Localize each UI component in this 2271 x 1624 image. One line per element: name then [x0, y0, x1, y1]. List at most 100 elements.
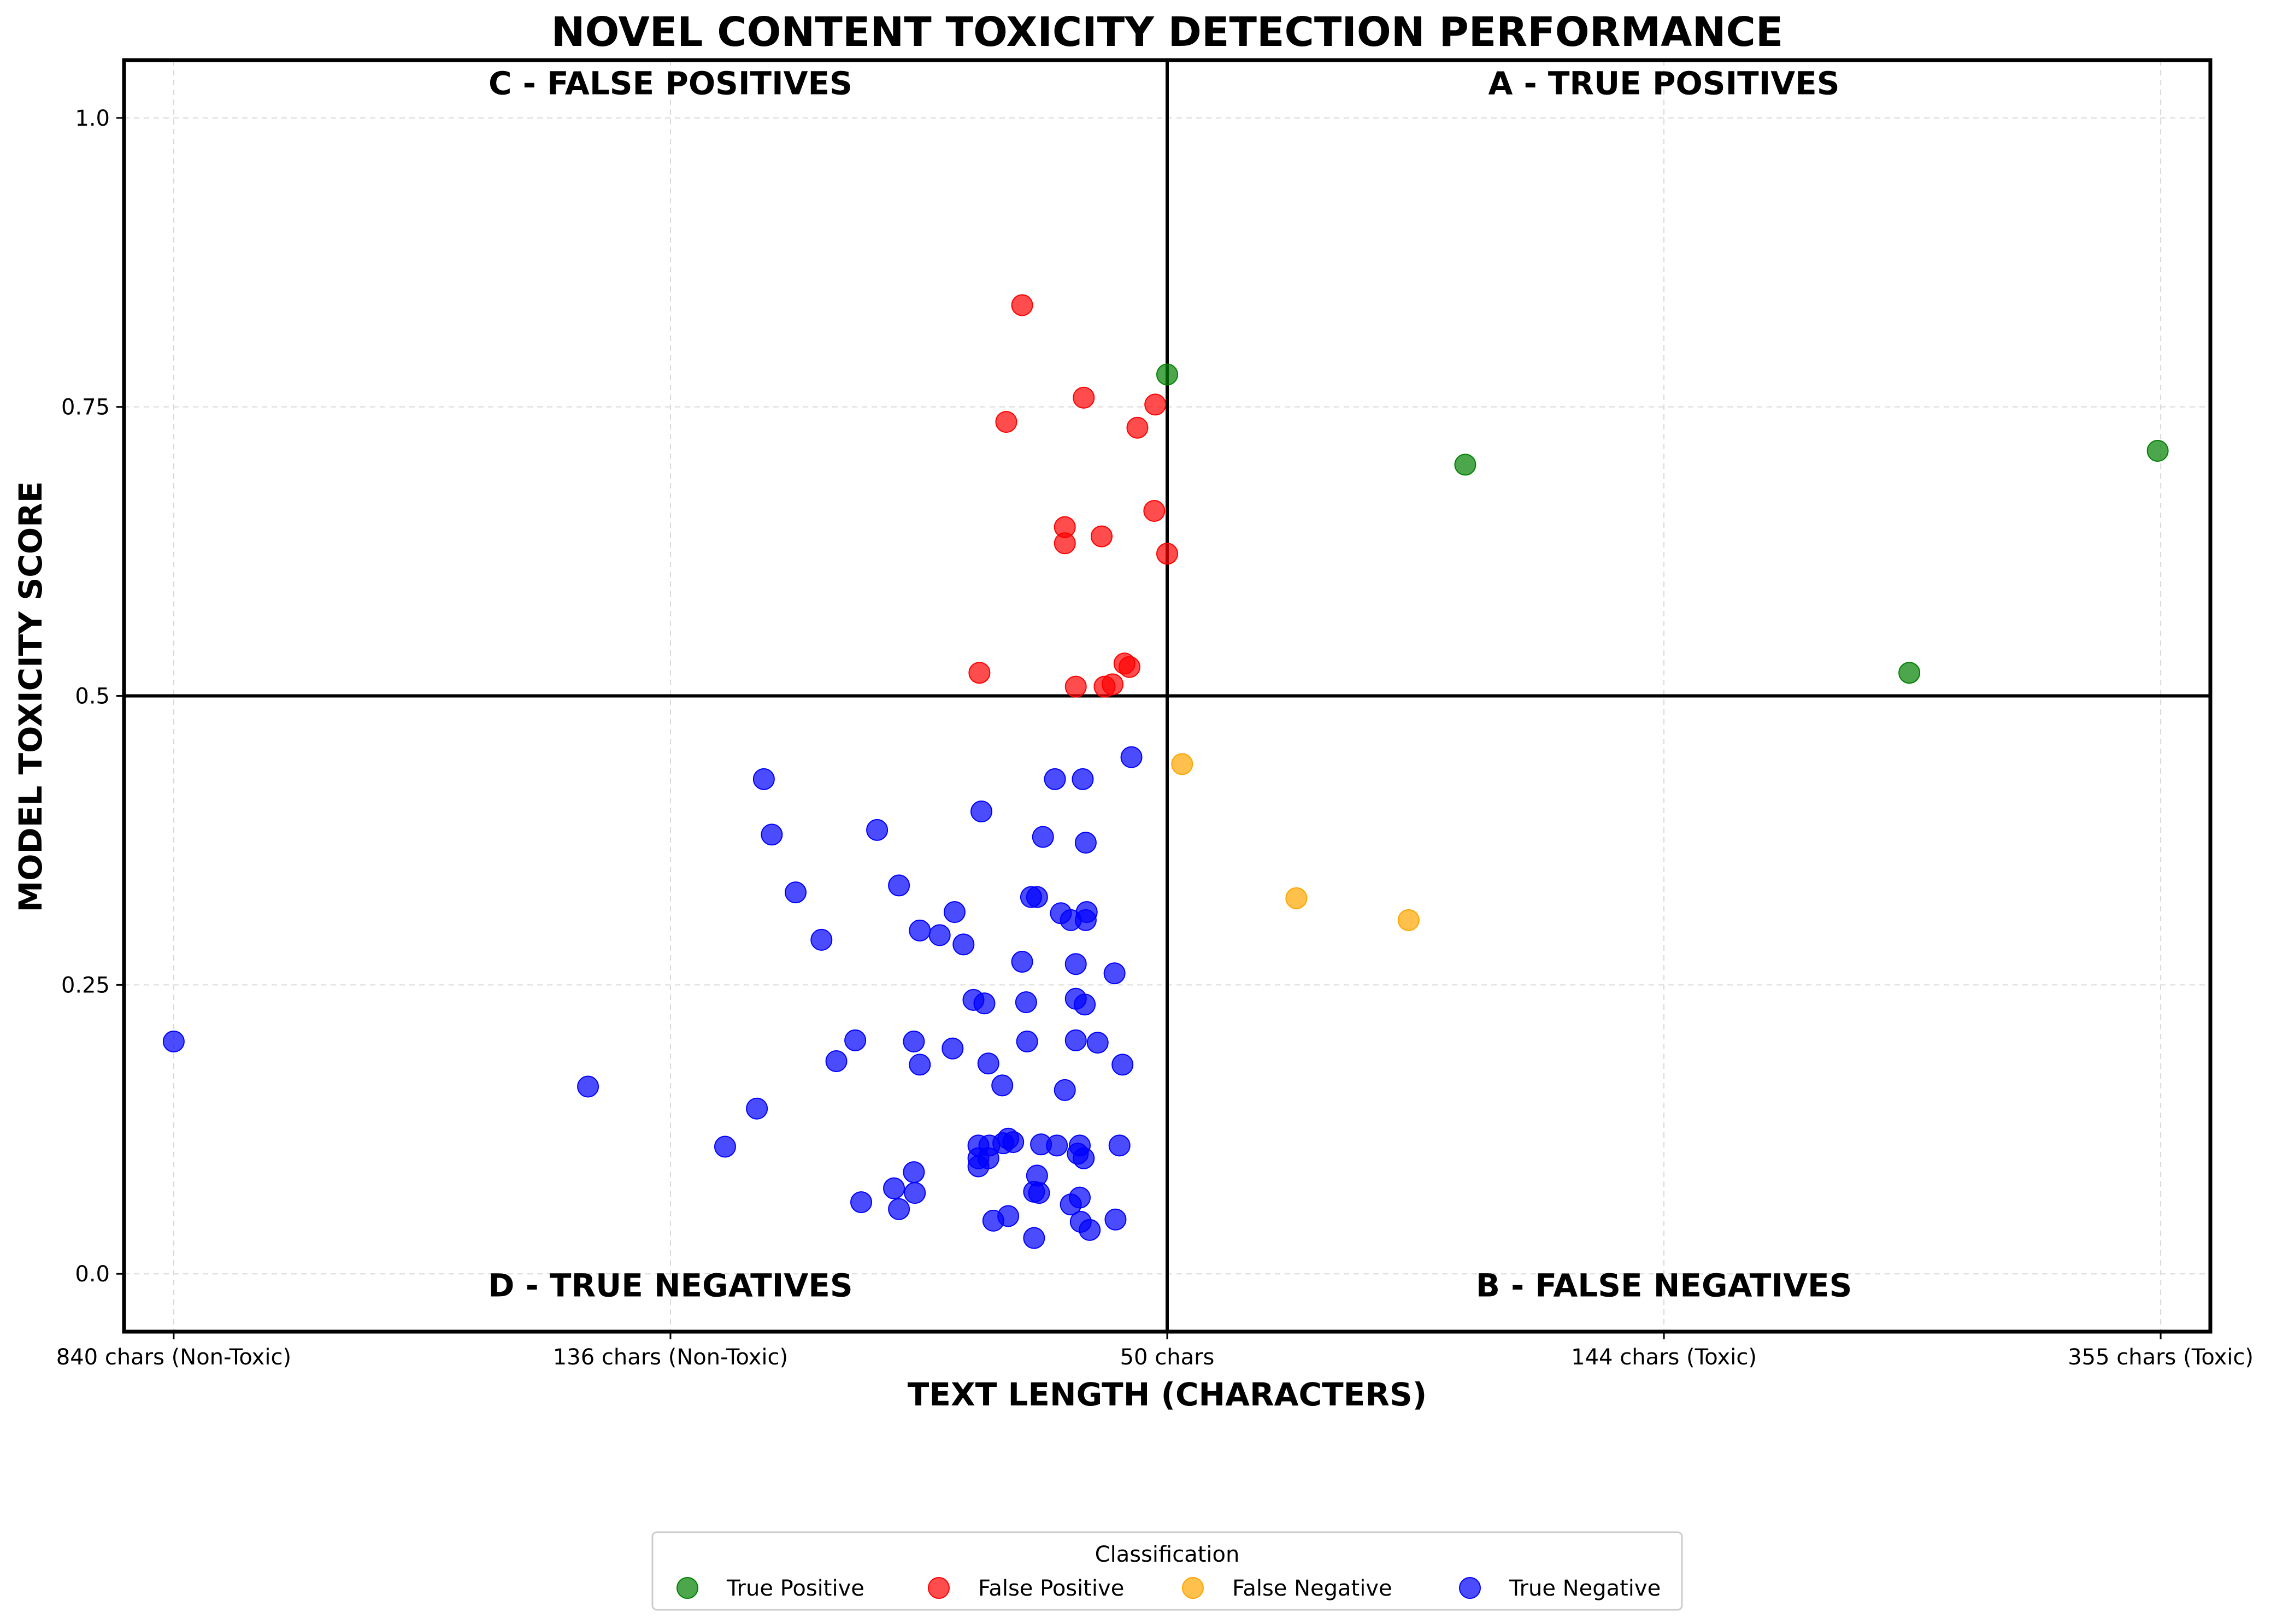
data-point-true-negative	[903, 1161, 925, 1184]
data-point-true-negative	[952, 933, 975, 956]
quadrant-label-c-false-positives: C - FALSE POSITIVES	[489, 64, 852, 102]
data-point-true-negative	[1023, 1227, 1045, 1249]
data-point-false-positive	[1144, 393, 1167, 416]
axis-ticks: 840 chars (Non-Toxic) 136 chars (Non-Toxi…	[56, 106, 2254, 1370]
data-point-true-negative	[1028, 1182, 1050, 1204]
legend-title: Classification	[1095, 1542, 1240, 1567]
y-tick-label: 0.5	[75, 684, 110, 709]
data-point-true-negative	[1064, 953, 1087, 975]
data-point-true-negative	[1073, 1147, 1095, 1169]
quadrant-label-b-false-negatives: B - FALSE NEGATIVES	[1476, 1267, 1852, 1304]
data-point-true-negative	[714, 1135, 736, 1158]
data-point-true-positive	[1898, 662, 1921, 684]
data-point-false-positive	[1113, 652, 1136, 675]
quadrant-label-d-true-negatives: D - TRUE NEGATIVES	[488, 1267, 852, 1304]
legend: Classification True Positive False Positi…	[651, 1531, 1683, 1611]
data-point-false-positive	[1102, 673, 1124, 696]
data-point-true-positive	[1156, 363, 1178, 386]
legend-marker-true-negative	[1459, 1577, 1481, 1599]
data-point-true-negative	[1054, 1079, 1076, 1101]
data-point-false-positive	[1073, 386, 1095, 409]
x-tick-label: 144 chars (Toxic)	[1571, 1345, 1757, 1370]
data-point-true-negative	[1074, 909, 1097, 931]
legend-label-true-negative: True Negative	[1509, 1576, 1661, 1601]
data-point-true-negative	[991, 1074, 1014, 1097]
data-point-true-negative	[577, 1075, 599, 1098]
data-point-true-negative	[844, 1029, 867, 1051]
data-point-true-negative	[883, 1177, 905, 1199]
data-point-false-positive	[995, 411, 1017, 433]
data-point-true-negative	[967, 1155, 990, 1178]
x-axis-label: TEXT LENGTH (CHARACTERS)	[908, 1376, 1427, 1413]
series-false-negative	[1171, 753, 1420, 931]
series-false-positive	[968, 294, 1178, 698]
data-point-false-positive	[1126, 416, 1149, 439]
data-point-true-negative	[1016, 1031, 1038, 1053]
data-point-true-negative	[1103, 962, 1126, 985]
data-point-false-positive	[1143, 500, 1166, 522]
data-point-true-negative	[850, 1191, 873, 1214]
data-point-true-negative	[888, 874, 910, 897]
data-point-true-positive	[1454, 454, 1476, 476]
data-point-true-negative	[943, 901, 966, 923]
data-point-true-negative	[909, 919, 931, 942]
data-point-true-positive	[2146, 440, 2169, 462]
data-point-true-negative	[1032, 826, 1054, 848]
x-tick-label: 136 chars (Non-Toxic)	[553, 1345, 788, 1370]
data-point-false-positive	[1011, 294, 1033, 316]
data-points	[162, 294, 2169, 1249]
data-point-true-negative	[1108, 1134, 1131, 1157]
x-tick-label: 840 chars (Non-Toxic)	[56, 1345, 291, 1370]
y-tick-label: 1.0	[75, 106, 110, 131]
data-point-true-negative	[810, 928, 833, 951]
data-point-true-negative	[1079, 1219, 1101, 1241]
data-point-true-negative	[1072, 768, 1094, 790]
data-point-false-negative	[1171, 753, 1193, 775]
data-point-true-negative	[1011, 951, 1033, 973]
data-point-true-negative	[1074, 993, 1096, 1016]
data-point-false-positive	[1091, 525, 1113, 548]
series-true-positive	[1156, 363, 2169, 684]
data-point-true-negative	[942, 1037, 964, 1060]
legend-marker-false-positive	[928, 1577, 950, 1599]
data-point-false-positive	[1054, 532, 1076, 555]
data-point-true-negative	[1015, 991, 1037, 1014]
data-point-true-negative	[973, 992, 996, 1015]
data-point-false-positive	[1156, 543, 1178, 565]
data-point-true-negative	[752, 768, 775, 790]
data-point-true-negative	[928, 924, 951, 946]
legend-label-false-positive: False Positive	[978, 1576, 1124, 1601]
y-tick-label: 0.75	[61, 395, 110, 420]
data-point-false-positive	[1064, 675, 1087, 698]
data-point-true-negative	[1111, 1054, 1134, 1076]
data-point-true-negative	[888, 1198, 910, 1220]
data-point-true-negative	[1086, 1032, 1109, 1054]
x-tick-label: 50 chars	[1120, 1345, 1215, 1370]
data-point-true-negative	[1120, 746, 1143, 768]
data-point-false-negative	[1285, 887, 1308, 909]
chart-title: NOVEL CONTENT TOXICITY DETECTION PERFORM…	[551, 9, 1784, 56]
data-point-true-negative	[866, 819, 889, 841]
data-point-true-negative	[1046, 1134, 1068, 1157]
data-point-false-positive	[968, 662, 991, 684]
data-point-true-negative	[825, 1050, 848, 1072]
legend-label-true-positive: True Positive	[726, 1576, 864, 1601]
data-point-true-negative	[1060, 1193, 1082, 1216]
data-point-true-negative	[785, 881, 807, 904]
data-point-true-negative	[977, 1052, 999, 1075]
data-point-true-negative	[1064, 1029, 1087, 1051]
data-point-true-negative	[1104, 1208, 1127, 1231]
data-point-true-negative	[904, 1182, 926, 1204]
data-point-true-negative	[903, 1031, 925, 1053]
data-point-true-negative	[982, 1209, 1004, 1232]
legend-marker-true-positive	[676, 1577, 698, 1599]
threshold-lines	[124, 60, 2210, 1332]
data-point-true-negative	[970, 801, 993, 823]
data-point-true-negative	[1002, 1131, 1025, 1154]
y-tick-label: 0.0	[75, 1262, 110, 1287]
data-point-true-negative	[909, 1054, 931, 1076]
data-point-true-negative	[746, 1097, 768, 1120]
series-true-negative	[162, 746, 1143, 1249]
